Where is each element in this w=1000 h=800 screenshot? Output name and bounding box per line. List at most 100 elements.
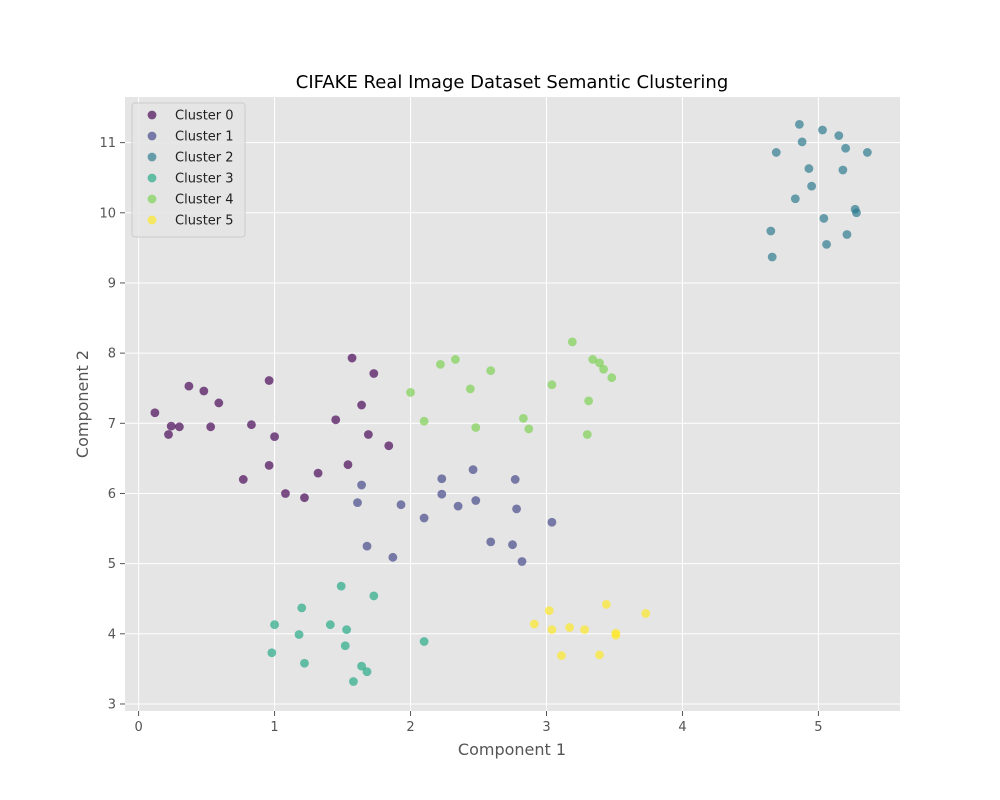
cluster-4-point <box>406 388 415 397</box>
cluster-3-point <box>267 648 277 658</box>
x-tick-label: 1 <box>270 720 278 735</box>
cluster-5-point <box>580 625 589 635</box>
cluster-2-point <box>794 119 804 129</box>
cluster-3-point <box>357 661 366 671</box>
cluster-1-point <box>547 517 557 527</box>
cluster-2-point <box>818 125 827 135</box>
y-tick-label: 9 <box>108 276 116 291</box>
cluster-1-point <box>388 552 398 562</box>
cluster-1-point <box>508 540 517 550</box>
legend-box <box>131 102 246 238</box>
y-tick-label: 6 <box>108 487 116 502</box>
cluster-4-point <box>547 380 557 390</box>
x-tick-label: 3 <box>542 720 550 735</box>
legend-marker <box>147 131 157 141</box>
cluster-2-point <box>819 213 829 223</box>
data-points <box>150 119 872 686</box>
cluster-4-point <box>419 416 429 426</box>
plot-area <box>125 97 900 711</box>
cluster-2-point <box>771 148 781 157</box>
cluster-1-point <box>468 465 478 475</box>
cluster-4-point <box>524 424 534 434</box>
cluster-2-point <box>852 208 861 218</box>
cluster-2-point <box>766 226 776 236</box>
cluster-4-point <box>584 396 594 406</box>
cluster-5-point <box>641 609 651 618</box>
x-tick-label: 4 <box>678 720 686 735</box>
y-axis-label: Component 2 <box>73 350 92 458</box>
cluster-0-point <box>166 421 176 431</box>
cluster-4-point <box>582 430 592 439</box>
grid-lines <box>125 97 900 711</box>
cluster-1-point <box>486 537 496 547</box>
cluster-0-point <box>206 422 216 432</box>
cluster-2-point <box>862 148 872 157</box>
cluster-2-point <box>822 239 831 249</box>
cluster-4-point <box>465 384 475 394</box>
cluster-5-point <box>601 599 611 609</box>
cluster-3-point <box>369 591 379 601</box>
cluster-4-point <box>595 358 604 368</box>
legend-marker <box>147 194 157 204</box>
cluster-0-point <box>357 400 366 410</box>
legend-marker <box>147 110 157 120</box>
legend-label: Cluster 3 <box>175 172 234 187</box>
x-tick-label: 2 <box>406 720 414 735</box>
cluster-3-point <box>340 641 350 651</box>
cluster-3-point <box>362 667 372 677</box>
y-tick-label: 7 <box>108 417 116 432</box>
cluster-4-point <box>588 355 598 364</box>
cluster-0-point <box>247 420 256 430</box>
cluster-5-point <box>595 650 604 660</box>
cluster-1-point <box>471 496 481 505</box>
y-tick-label: 4 <box>108 627 116 642</box>
cluster-3-point <box>349 677 358 686</box>
cluster-2-point <box>797 137 807 147</box>
legend-label: Cluster 1 <box>175 130 234 145</box>
cluster-0-point <box>264 461 274 470</box>
cluster-5-point <box>611 630 621 640</box>
cluster-0-point <box>347 353 357 363</box>
legend-label: Cluster 2 <box>175 151 234 166</box>
cluster-0-point <box>214 398 224 408</box>
cluster-0-point <box>363 430 373 439</box>
cluster-2-point <box>767 252 777 262</box>
cluster-3-point <box>270 620 279 630</box>
cluster-3-point <box>336 581 346 591</box>
cluster-3-point <box>342 625 352 635</box>
y-tick-label: 8 <box>108 347 116 362</box>
cluster-0-point <box>238 475 248 484</box>
cluster-4-point <box>607 373 617 383</box>
y-tick-label: 11 <box>99 136 116 151</box>
y-tick-label: 10 <box>99 206 116 221</box>
cluster-0-point <box>164 430 173 439</box>
legend-label: Cluster 0 <box>175 109 234 124</box>
cluster-4-point <box>436 359 445 369</box>
cluster-0-point <box>300 493 309 503</box>
cluster-4-point <box>599 364 608 374</box>
x-tick-label: 0 <box>134 720 142 735</box>
cluster-4-point <box>471 423 481 432</box>
cluster-2-point <box>804 164 814 173</box>
cluster-2-point <box>838 165 848 175</box>
axis-ticks: 0 1 2 3 4 5 3 4 5 6 7 8 9 10 11 <box>99 136 822 735</box>
cluster-3-point <box>297 603 307 613</box>
cluster-0-point <box>270 432 279 442</box>
cluster-5-point <box>565 623 575 632</box>
legend: Cluster 0 Cluster 1 Cluster 2 Cluster 3 Clus… <box>131 102 246 238</box>
legend-label: Cluster 4 <box>175 193 234 208</box>
cluster-2-point <box>834 131 844 140</box>
cluster-3-point <box>419 637 429 646</box>
cluster-2-point <box>790 194 800 204</box>
cluster-1-point <box>512 504 521 514</box>
cluster-2-point <box>842 230 852 239</box>
cluster-1-point <box>362 541 372 551</box>
y-tick-label: 5 <box>108 557 116 572</box>
cluster-0-point <box>199 386 209 396</box>
x-axis-label: Component 1 <box>458 740 566 759</box>
cluster-1-point <box>437 489 447 499</box>
cluster-0-point <box>264 376 274 385</box>
chart-title: CIFAKE Real Image Dataset Semantic Clust… <box>296 72 729 93</box>
